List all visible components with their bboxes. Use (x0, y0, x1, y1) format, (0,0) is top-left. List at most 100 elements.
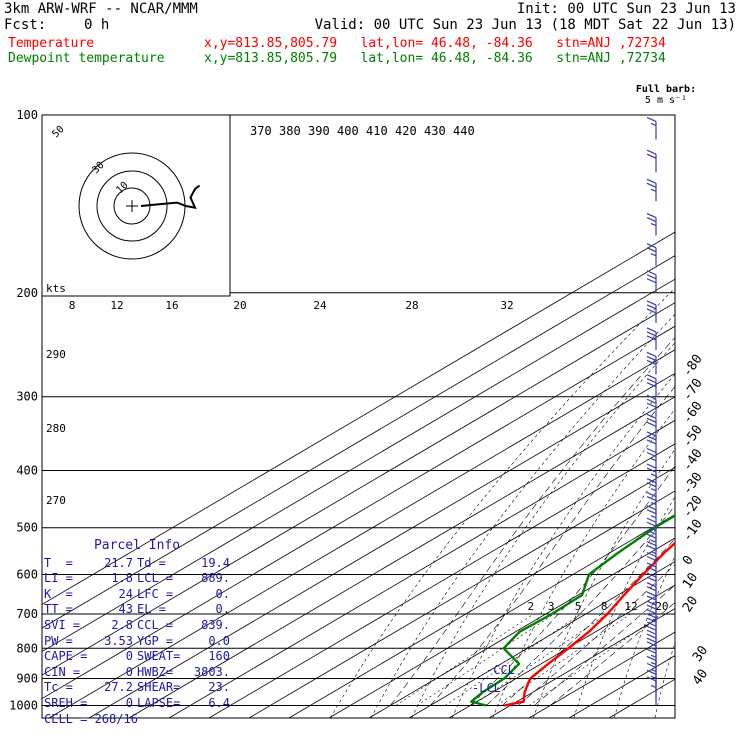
parcel-value: 0 (125, 664, 133, 679)
moist-adiabat (534, 584, 675, 706)
parcel-value: 889. (201, 571, 230, 586)
parcel-info-row: CIN = 0 HWBZ= 3803. (44, 665, 230, 681)
parcel-info-row: CAPE = 0 SWEAT= 160 (44, 649, 230, 665)
parcel-key: T = (44, 555, 73, 570)
wind-barb (646, 374, 657, 397)
wind-barb (646, 492, 657, 515)
isotherm-line (288, 490, 675, 718)
parcel-key: LCL = (137, 571, 174, 586)
pressure-tick-label: 200 (16, 286, 38, 300)
isotherm-line (128, 396, 675, 718)
parcel-info-rows: T = 21.7 Td = 19.4 LI = 1.8 LCL = 889. K = 24 LFC … (44, 556, 230, 712)
hodograph-speed-label: 8 (69, 299, 76, 312)
isotherm-line (168, 419, 675, 718)
parcel-info-panel: Parcel Info T = 21.7 Td = 19.4 LI = 1.8 LCL = 8… (44, 538, 230, 738)
parcel-key: EL = (137, 602, 166, 617)
mixing-ratio-lines (395, 613, 662, 706)
hodograph-trace (140, 184, 201, 210)
moist-adiabat (390, 337, 675, 706)
wind-barb (646, 463, 657, 487)
isotherm-label: -10 (680, 517, 706, 545)
parcel-value: 0. (215, 586, 230, 601)
moist-adiabat-lines (390, 337, 675, 706)
pressure-tick-label: 1000 (9, 698, 38, 712)
parcel-info-row: SREH = 0 LAPSE= 6.4 (44, 696, 230, 712)
isotherm-line (88, 372, 675, 718)
hodograph-speed-label: 16 (165, 299, 178, 312)
parcel-key: PW = (44, 633, 73, 648)
parcel-value: 6.4 (208, 695, 230, 710)
moist-adiabat (550, 602, 675, 706)
mixing-ratio-label: 8 (601, 600, 608, 613)
parcel-key: HWBZ= (137, 664, 174, 679)
theta-side-label: 290 (46, 348, 66, 361)
dry-adiabat (736, 115, 740, 718)
pressure-tick-label: 600 (16, 567, 38, 581)
parcel-value: 23. (208, 680, 230, 695)
isotherm-line (528, 631, 675, 718)
barb-legend-title: Full barb: (636, 84, 696, 95)
pressure-tick-label: 300 (16, 390, 38, 404)
pressure-tick-label: 900 (16, 671, 38, 685)
isotherm-line (42, 231, 675, 605)
theta-label: 390 (308, 124, 330, 138)
parcel-key: SHEAR= (137, 680, 181, 695)
wind-barbs (646, 116, 657, 706)
wind-barb (646, 669, 657, 693)
parcel-key: Td = (137, 555, 166, 570)
isotherm-line (488, 608, 675, 718)
parcel-value: 19.4 (201, 555, 230, 570)
isotherm-line (408, 561, 675, 718)
hodograph-ring (96, 170, 168, 242)
valid-time: Valid: 00 UTC Sun 23 Jun 13 (18 MDT Sat … (314, 17, 736, 33)
parcel-key: SVI = (44, 617, 81, 632)
wind-barb (646, 413, 657, 437)
wind-barb (646, 662, 657, 686)
wind-barb (646, 300, 657, 323)
parcel-value: 0.0 (208, 633, 230, 648)
wind-barb (646, 394, 657, 418)
theta-side-label: 270 (46, 494, 66, 507)
wind-barb (646, 676, 657, 699)
theta-label: 410 (366, 124, 388, 138)
hodograph-speed-label: 24 (313, 299, 327, 312)
parcel-info-row: PW = 3.53 YGP = 0.0 (44, 634, 230, 650)
dry-adiabat (492, 408, 675, 718)
sounding-profiles (470, 514, 675, 707)
isotherm-line (368, 537, 675, 718)
barb-legend-units: 5 m s⁻¹ (645, 95, 687, 106)
temperature-profile (504, 541, 675, 707)
pressure-tick-label: 500 (16, 521, 38, 535)
wind-barb (646, 431, 657, 454)
theta-label: 370 (250, 124, 272, 138)
hodograph-speed-label: 32 (500, 299, 513, 312)
parcel-key: LAPSE= (137, 695, 181, 710)
parcel-value: 0 (125, 649, 133, 664)
isobar-lines (42, 114, 675, 706)
dry-adiabat (411, 342, 675, 718)
dry-adiabat-lines (330, 115, 740, 718)
ccl-marker: -CCL (486, 663, 515, 677)
theta-label: 420 (395, 124, 417, 138)
mixing-ratio-line (472, 613, 608, 706)
dewpoint-legend: Dewpoint temperature (8, 51, 165, 66)
wind-barb (646, 149, 657, 173)
wind-barb (646, 447, 657, 471)
wind-barb (646, 116, 657, 140)
fcst-label: Fcst: (4, 17, 47, 33)
theta-side-label: 280 (46, 422, 66, 435)
parcel-info-row: TT = 43 EL = 0. (44, 602, 230, 618)
parcel-value: 21.7 (104, 555, 133, 570)
parcel-key: Tc = (44, 680, 73, 695)
parcel-value: 27.2 (104, 680, 133, 695)
mixing-ratio-line (444, 613, 581, 706)
mixing-ratio-line (496, 613, 631, 706)
dry-adiabat (330, 287, 675, 718)
parcel-value: 839. (201, 617, 230, 632)
parcel-key: CIN = (44, 664, 81, 679)
parcel-key: LI = (44, 571, 73, 586)
isotherm-line (42, 325, 675, 700)
pressure-tick-label: 700 (16, 607, 38, 621)
isotherm-label: 0 (680, 553, 697, 568)
isotherm-line (42, 302, 675, 676)
